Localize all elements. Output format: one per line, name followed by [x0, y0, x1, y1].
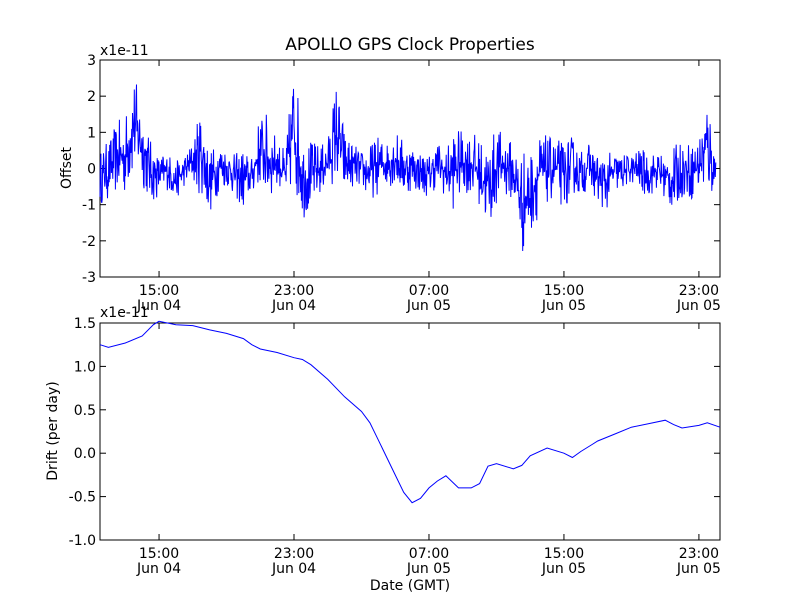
- ytick-label: 0.5: [74, 403, 96, 419]
- ytick-label: 0.0: [74, 446, 96, 462]
- xtick-date-label: Jun 05: [676, 561, 721, 577]
- xtick-date-label: Jun 04: [271, 298, 316, 314]
- offset-ylabel: Offset: [59, 146, 75, 189]
- xtick-date-label: Jun 05: [676, 298, 721, 314]
- xtick-label: 23:00: [679, 283, 719, 299]
- drift-line: [99, 320, 721, 504]
- xtick-label: 15:00: [544, 283, 584, 299]
- xtick-label: 23:00: [274, 546, 314, 562]
- ytick-label: 0: [87, 162, 96, 178]
- xtick-date-label: Jun 04: [271, 561, 316, 577]
- drift-ylabel: Drift (per day): [45, 381, 61, 480]
- xtick-label: 15:00: [544, 546, 584, 562]
- xtick-label: 07:00: [409, 546, 449, 562]
- xtick-date-label: Jun 04: [136, 561, 181, 577]
- drift-axes-frame: [99, 322, 721, 541]
- xtick-date-label: Jun 04: [136, 298, 181, 314]
- offset-series: [99, 84, 717, 252]
- ytick-label: 2: [87, 89, 96, 105]
- chart-title: APOLLO GPS Clock Properties: [285, 35, 535, 55]
- xtick-date-label: Jun 05: [406, 298, 451, 314]
- ytick-label: -1: [82, 198, 96, 214]
- xtick-date-label: Jun 05: [406, 561, 451, 577]
- ytick-label: 1.5: [74, 316, 96, 332]
- xtick-label: 23:00: [679, 546, 719, 562]
- ytick-label: -0.5: [69, 490, 96, 506]
- ytick-label: 1.0: [74, 359, 96, 375]
- xtick-date-label: Jun 05: [541, 298, 586, 314]
- drift-multiplier: x1e-11: [100, 305, 149, 321]
- ytick-label: -2: [82, 234, 96, 250]
- xtick-label: 23:00: [274, 283, 314, 299]
- offset-multiplier: x1e-11: [100, 43, 149, 59]
- xtick-label: 15:00: [139, 546, 179, 562]
- ytick-label: -1.0: [69, 533, 96, 549]
- drift-series: [99, 320, 721, 504]
- ytick-label: 1: [87, 125, 96, 141]
- drift-xlabel: Date (GMT): [370, 578, 450, 594]
- xtick-date-label: Jun 05: [541, 561, 586, 577]
- ytick-label: 3: [87, 53, 96, 69]
- xtick-label: 07:00: [409, 283, 449, 299]
- offset-line: [99, 84, 717, 252]
- xtick-label: 15:00: [139, 283, 179, 299]
- ytick-label: -3: [82, 270, 96, 286]
